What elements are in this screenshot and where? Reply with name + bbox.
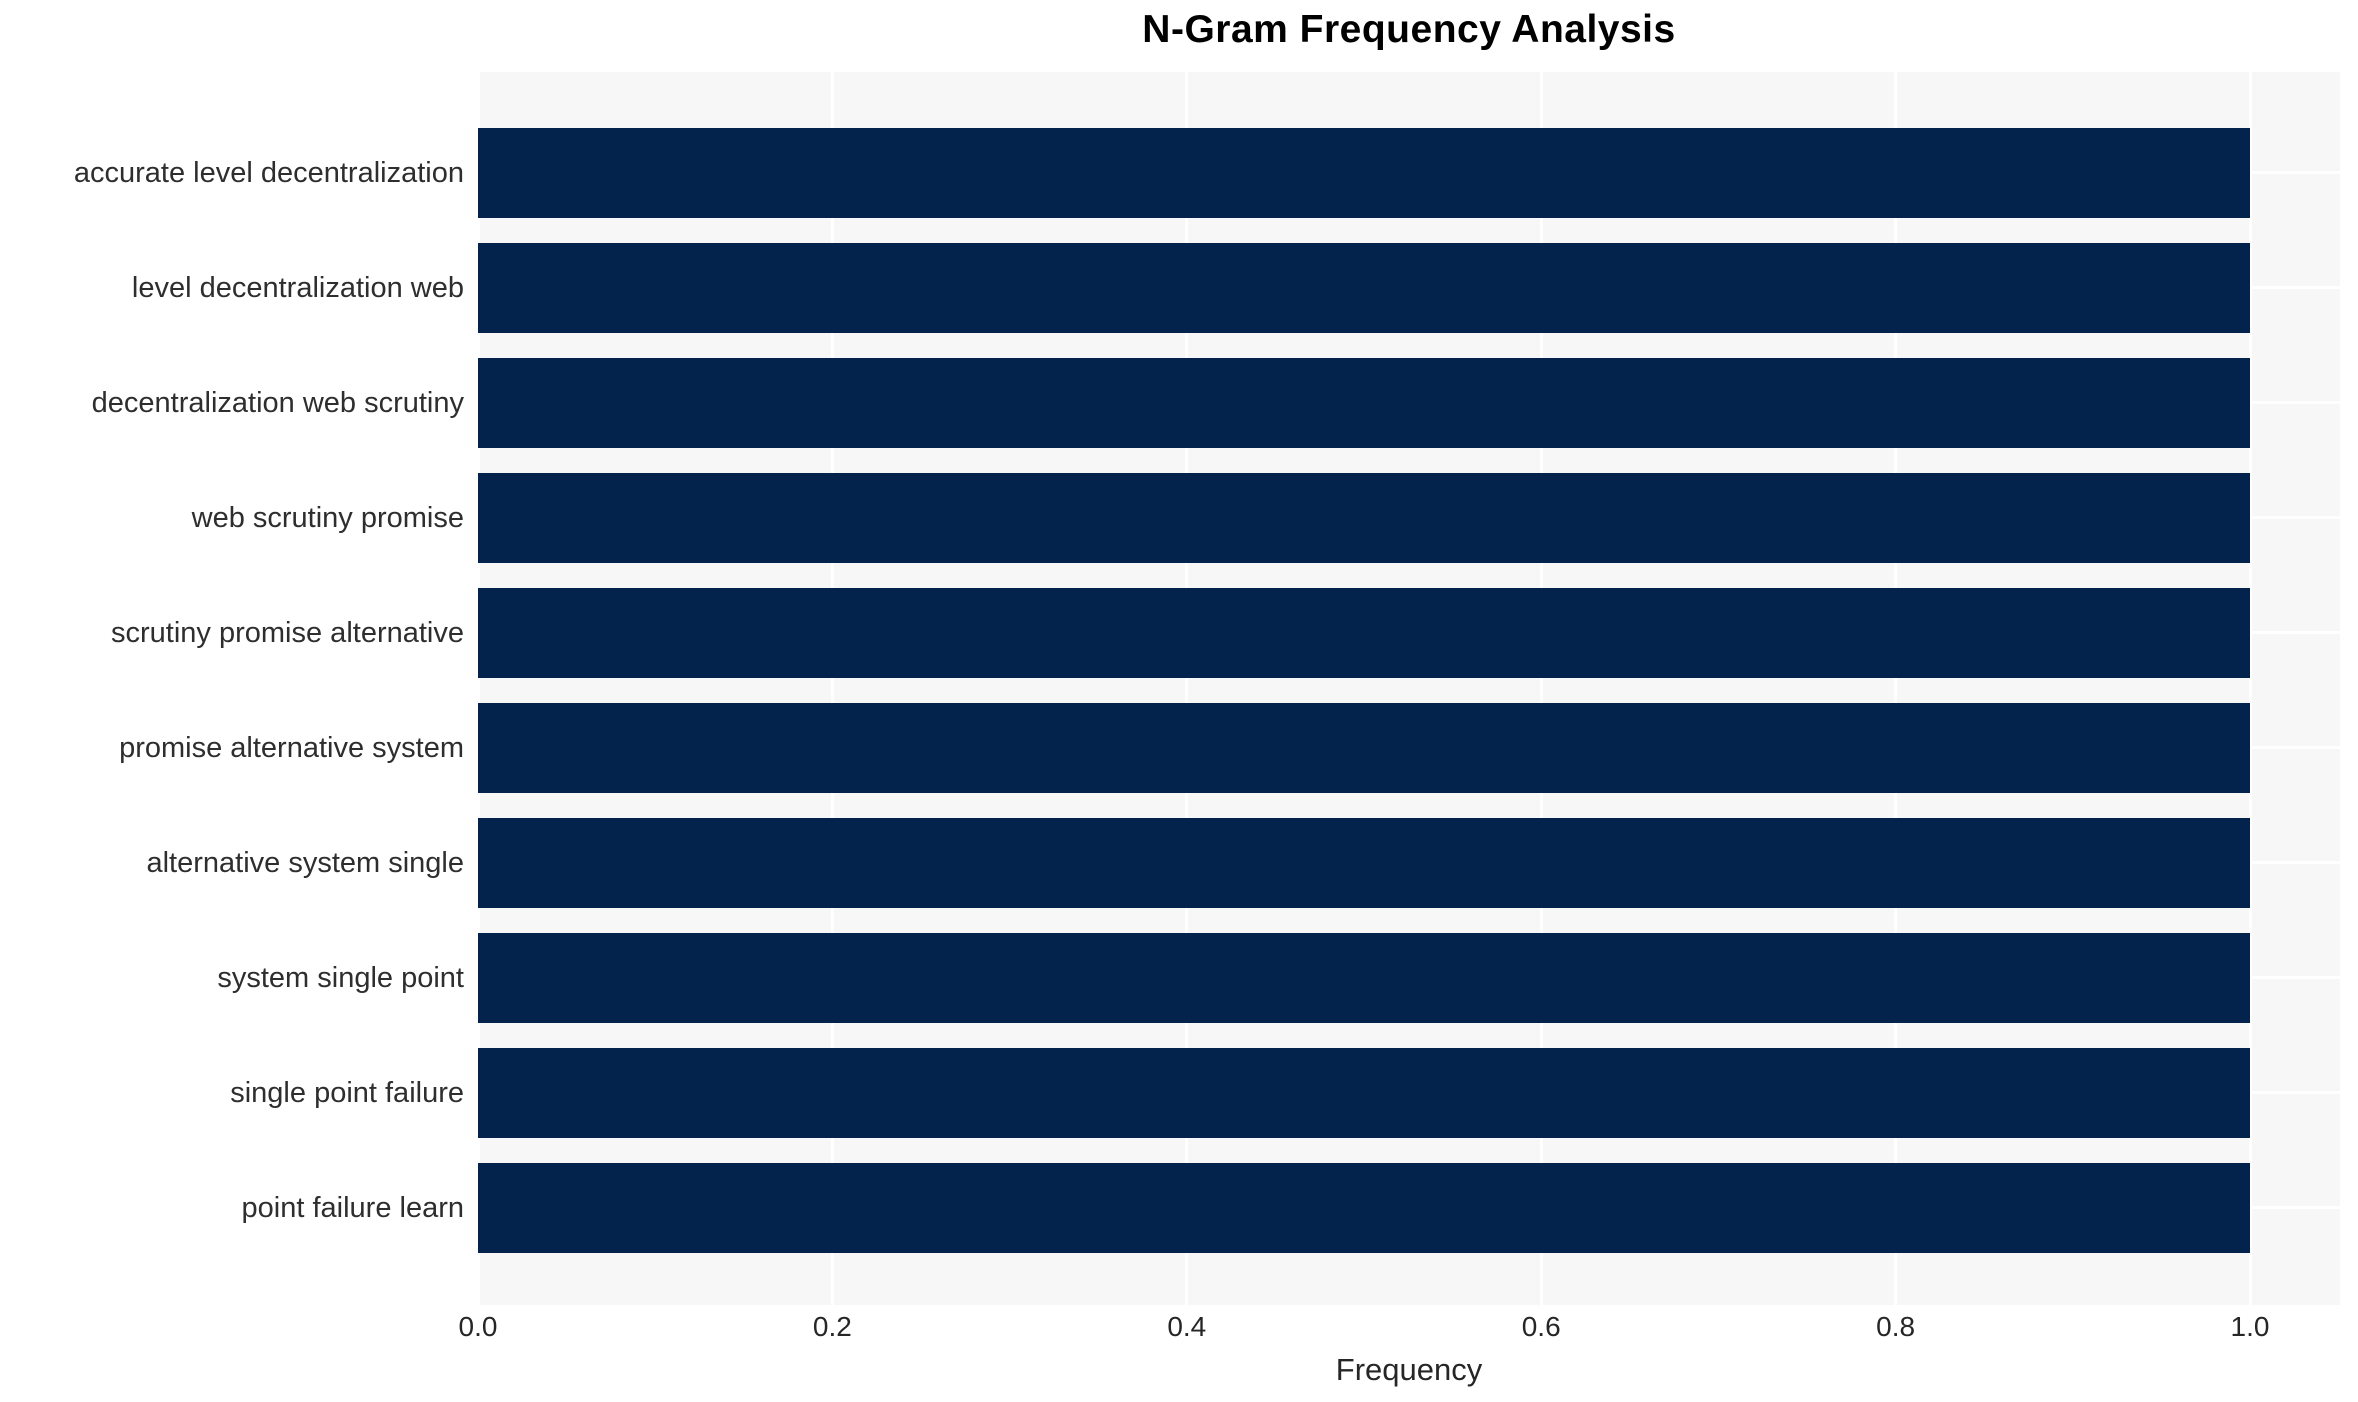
bar	[478, 587, 2250, 678]
x-tick-label: 1.0	[2230, 1311, 2270, 1342]
y-axis-label: accurate level decentralization	[73, 156, 464, 189]
x-tick-label: 0.4	[1167, 1311, 1207, 1342]
plot-area	[476, 72, 2340, 1305]
bar	[478, 1047, 2250, 1138]
bar	[478, 817, 2250, 908]
y-axis-label: system single point	[217, 961, 464, 994]
y-axis-label: web scrutiny promise	[191, 501, 464, 534]
gridline-vertical	[476, 72, 480, 1305]
y-axis-label: promise alternative system	[119, 731, 464, 764]
gridline-vertical	[1539, 72, 1543, 1305]
bar	[478, 702, 2250, 793]
gridline-vertical	[1185, 72, 1189, 1305]
bar	[478, 932, 2250, 1023]
gridline-vertical	[2248, 72, 2252, 1305]
x-tick-label: 0.8	[1876, 1311, 1916, 1342]
y-axis-label: point failure learn	[241, 1191, 464, 1224]
x-axis-title: Frequency	[1335, 1352, 1483, 1387]
bar	[478, 242, 2250, 333]
x-tick-label: 0.0	[458, 1311, 498, 1342]
y-axis-label: single point failure	[230, 1076, 464, 1109]
x-tick-label: 0.2	[812, 1311, 852, 1342]
y-axis-label: scrutiny promise alternative	[111, 616, 464, 649]
gridline-vertical	[830, 72, 834, 1305]
chart-title: N-Gram Frequency Analysis	[1142, 8, 1676, 51]
y-axis-label: alternative system single	[146, 846, 464, 879]
x-tick-label: 0.6	[1521, 1311, 1561, 1342]
bar	[478, 472, 2250, 563]
bar	[478, 1162, 2250, 1253]
bar	[478, 357, 2250, 448]
bar	[478, 127, 2250, 218]
y-axis-label: decentralization web scrutiny	[91, 386, 464, 419]
gridline-vertical	[1894, 72, 1898, 1305]
y-axis-label: level decentralization web	[131, 271, 464, 304]
